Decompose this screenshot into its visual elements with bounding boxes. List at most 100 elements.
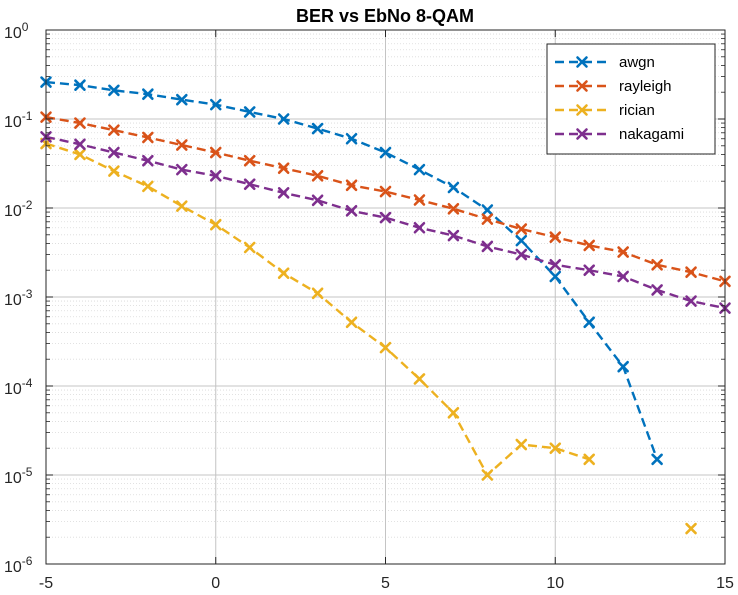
data-point-awgn xyxy=(617,360,629,373)
data-point-awgn xyxy=(176,93,188,106)
legend-marker-rician xyxy=(576,104,588,116)
data-point-rician xyxy=(176,200,188,212)
data-point-nakagami xyxy=(243,178,256,191)
legend-item-awgn: awgn xyxy=(555,54,655,71)
data-point-rician xyxy=(142,180,154,193)
data-point-rayleigh xyxy=(651,259,663,271)
data-point-nakagami xyxy=(447,229,460,242)
data-point-rician xyxy=(685,522,697,535)
data-point-rician xyxy=(311,287,324,300)
data-point-awgn xyxy=(447,181,460,194)
data-point-awgn xyxy=(209,98,222,111)
data-point-rayleigh xyxy=(515,223,528,235)
data-point-nakagami xyxy=(311,194,324,207)
legend-label-rician: rician xyxy=(619,102,655,119)
legend-label-rayleigh: rayleigh xyxy=(619,78,672,95)
data-point-rician xyxy=(447,406,460,419)
legend-item-rician: rician xyxy=(555,102,655,119)
data-point-rician xyxy=(515,438,528,451)
x-tick-labels: -5 0 5 10 15 xyxy=(39,575,734,592)
data-point-nakagami xyxy=(277,187,290,199)
data-point-nakagami xyxy=(379,211,392,224)
x-tick-label: 0 xyxy=(211,575,220,592)
data-point-rician xyxy=(481,469,494,481)
y-tick-label: 10-3 xyxy=(4,287,33,309)
data-point-awgn xyxy=(651,453,663,466)
x-tick-label: 15 xyxy=(716,575,734,592)
legend-label-nakagami: nakagami xyxy=(619,126,684,143)
data-point-rayleigh xyxy=(209,146,222,159)
data-point-rician xyxy=(277,267,290,280)
data-point-rician xyxy=(413,373,426,385)
data-point-nakagami xyxy=(413,221,426,234)
x-tick-label: 10 xyxy=(546,575,564,592)
data-point-nakagami xyxy=(685,295,697,307)
data-point-rician xyxy=(74,148,86,161)
data-point-awgn xyxy=(413,163,426,176)
data-point-awgn xyxy=(74,79,86,91)
data-point-rayleigh xyxy=(142,131,154,144)
data-point-rayleigh xyxy=(74,117,86,129)
data-point-rician xyxy=(209,218,222,231)
y-tick-label: 10-4 xyxy=(4,376,33,398)
series-layer xyxy=(40,76,731,535)
data-point-awgn xyxy=(277,113,290,125)
y-tick-label: 10-2 xyxy=(4,198,33,220)
data-point-nakagami xyxy=(176,163,188,176)
data-point-rayleigh xyxy=(413,194,426,206)
data-point-rician xyxy=(108,165,120,177)
data-point-rayleigh xyxy=(379,185,392,198)
data-point-nakagami xyxy=(481,240,494,253)
data-point-awgn xyxy=(345,132,358,145)
x-tick-label: -5 xyxy=(39,575,53,592)
data-point-nakagami xyxy=(74,138,86,151)
data-point-awgn xyxy=(549,270,562,283)
data-point-nakagami xyxy=(583,264,596,277)
y-tick-label: 10-6 xyxy=(4,554,33,576)
legend-label-awgn: awgn xyxy=(619,54,655,71)
series-rician xyxy=(40,137,697,535)
y-tick-label: 100 xyxy=(4,20,29,42)
data-point-rayleigh xyxy=(583,239,596,252)
data-point-nakagami xyxy=(345,205,358,217)
data-point-awgn xyxy=(243,106,256,118)
series-line-rayleigh xyxy=(45,115,726,283)
data-point-rician xyxy=(243,241,256,254)
data-point-awgn xyxy=(583,316,596,329)
legend: awgn rayleigh rician nakagami xyxy=(546,43,716,155)
chart-title: BER vs EbNo 8-QAM xyxy=(296,6,474,26)
y-tick-labels: 100 10-1 10-2 10-3 10-4 10-5 10-6 xyxy=(4,20,33,576)
data-point-rician xyxy=(379,341,392,354)
axis-ticks xyxy=(45,29,726,565)
data-point-rayleigh xyxy=(345,179,358,192)
data-point-rayleigh xyxy=(549,231,562,243)
data-point-rician xyxy=(583,453,596,466)
data-point-rayleigh xyxy=(447,202,460,215)
y-tick-label: 10-1 xyxy=(4,109,33,131)
data-point-nakagami xyxy=(617,270,629,283)
data-point-rayleigh xyxy=(685,266,697,278)
data-point-nakagami xyxy=(651,284,663,296)
data-point-nakagami xyxy=(108,146,120,159)
series-awgn xyxy=(40,76,663,466)
series-nakagami xyxy=(40,131,731,314)
data-point-awgn xyxy=(515,234,528,247)
data-point-awgn xyxy=(108,84,120,97)
data-point-rayleigh xyxy=(311,170,324,182)
data-point-awgn xyxy=(311,122,324,135)
data-point-rayleigh xyxy=(243,154,256,167)
major-grid xyxy=(46,30,725,564)
data-point-nakagami xyxy=(549,259,562,271)
data-point-rayleigh xyxy=(481,213,494,225)
data-point-rician xyxy=(549,442,562,455)
data-point-rayleigh xyxy=(176,139,188,151)
series-line-nakagami xyxy=(45,135,726,310)
data-point-rayleigh xyxy=(108,124,120,136)
data-point-awgn xyxy=(142,88,154,100)
legend-marker-nakagami xyxy=(576,128,588,140)
legend-item-rayleigh: rayleigh xyxy=(555,78,672,95)
x-tick-label: 5 xyxy=(381,575,390,592)
data-point-rayleigh xyxy=(617,246,629,258)
data-point-rayleigh xyxy=(277,162,290,175)
